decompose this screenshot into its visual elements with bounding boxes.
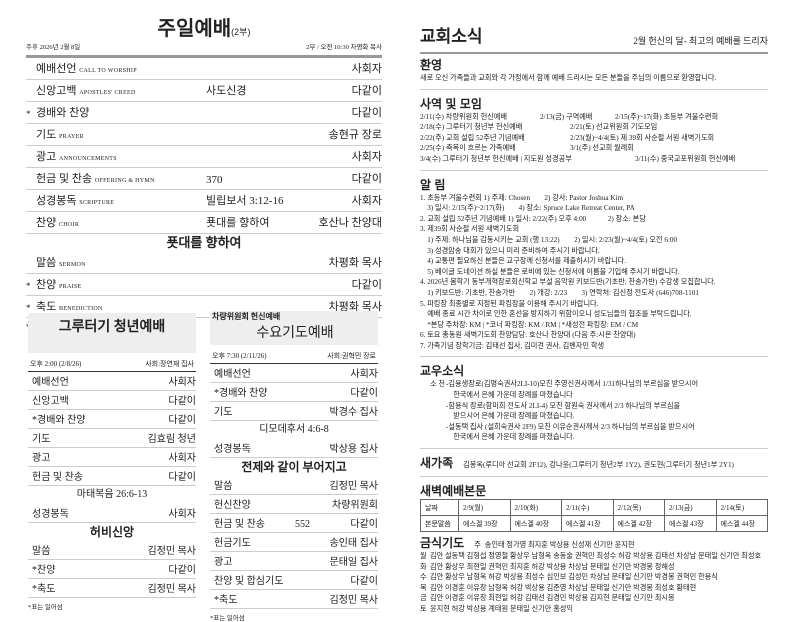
table-cell: 2/13(금) [664, 499, 717, 517]
order-item: 헌금 및 찬송 다같이 [28, 467, 196, 486]
notice-line: 2. 교회 설립 52주년 기념예배 1) 일시: 2/22(주) 오후 4:0… [420, 214, 646, 223]
table-cell: 2/12(목) [612, 499, 665, 517]
notice-line: 5. 파킹장 최종별로 지정된 파킹장을 이용해 주시기 바랍니다. [420, 299, 599, 308]
order-item: 예배선언 사회자 [210, 364, 378, 383]
notice-line: 1. 초등부 겨울수련회 1) 주제: Chosen 2) 강사: Pastor… [420, 193, 624, 202]
member-news-line: 받으시어 은혜 가운데 장례를 마쳤습니다. [446, 412, 575, 421]
order-item: 광고 사회자 [28, 448, 196, 467]
notice-line: 3) 성경암송 대회가 있으니 미리 준비하여 주시기 바랍니다. [420, 246, 600, 255]
order-item: 예배선언 CALL TO WORSHIP 사회자 [26, 58, 382, 80]
table-cell: 에스겔 44장 [715, 515, 768, 533]
table-cell: 2/9(월) [458, 499, 511, 517]
wednesday-title: 수요기도예배 [256, 326, 334, 341]
order-item: 기도 김효림 청년 [28, 429, 196, 448]
event-row: 3/4(수) 그루터기 청년부 헌신예배 | 지도원 성경공부 3/11(수) 중… [420, 154, 736, 163]
notice-line: 3) 일시: 2/15(주)~2/17(화) 4) 장소: Spruce Lak… [420, 204, 635, 213]
order-item: 말씀 김정민 목사 [28, 541, 196, 560]
order-item: 헌금 및 찬송 552 다같이 [210, 514, 378, 533]
member-news-line: -김용생장로(김명숙권사2LI-10)모친 주영신권사께서 1/31하나님의 부… [446, 380, 699, 389]
order-item: * 찬양 PRAISE 다같이 [26, 274, 382, 296]
fasting-row: 화 김안 황상우 최현일 권혁민 최지훈 허강 박상용 차상남 문태일 신기만 박… [420, 562, 675, 571]
notice-line: 5) 베이글 도네이션 하실 분들은 로비에 있는 신청서에 이름을 기입해 주… [420, 267, 680, 276]
fasting-row: 수 김안 황상우 남형옥 허강 박상용 최성수 심인보 김성민 차상남 문태일 신… [420, 573, 718, 582]
order-item: 찬양 및 합심기도 다같이 [210, 571, 378, 590]
event-row: 2/18(수) 그루터기 청년부 헌신예배 2/21(토) 선교위원회 기도모임 [420, 123, 658, 132]
event-row: 2/11(수) 차량위원회 헌신예배 2/13(금) 구역예배 2/15(주)~17… [420, 112, 719, 121]
event-row: 2/22(주) 교회 설립 52주년 기념예배 2/23(월)~4/4(토) 제 … [420, 133, 715, 142]
notice-line: 3. 제39회 사순절 서원 새벽기도회 [420, 225, 520, 234]
table-cell: 날짜 [420, 499, 459, 517]
page-title: 주일예배(2부) [157, 18, 251, 40]
fasting-row: 목 김안 이경훈 이유창 남형옥 허강 박상용 김준영 차상남 문태일 신기만 박… [420, 583, 697, 592]
order-item: 말씀 SERMON 차평화 목사 [26, 252, 382, 274]
fasting-row: 금 김안 이경훈 이유창 최현일 허강 김태선 김경민 박상용 김지현 문태일 신… [420, 594, 675, 603]
youth-worship: 그루터기 청년예배 오후 2:00 (2/8/26) 사회:장연재 집사 예배선언… [28, 313, 196, 611]
order-item: 헌금기도 송인태 집사 [210, 533, 378, 552]
table-cell: 에스겔 39장 [458, 515, 511, 533]
order-item: 신앙고백 APOSTLES' CREED 사도신경 다같이 [26, 80, 382, 102]
order-item: 예배선언 사회자 [28, 372, 196, 391]
table-cell: 2/10(화) [509, 499, 562, 517]
order-item: 광고 문태일 집사 [210, 552, 378, 571]
member-news-line: -함용식 장로(함미희 전도사 2LI-4) 모친 함원숙 권사께서 2/3 하… [446, 401, 681, 410]
news-title: 교회소식 [420, 27, 483, 46]
notice-line: 1) 키보드반: 기초반, 찬송가반 2) 개강: 2/23 3) 연락처: 김… [420, 288, 699, 297]
order-item: 헌신찬양 차량위원회 [210, 495, 378, 514]
order-item: 찬양 CHOIR 푯대를 향하여 호산나 찬양대 [26, 212, 382, 234]
member-news-line: -설동택 집사 (설희숙권사 2F9) 모친 이유순권사께서 2/3 하나님의 … [446, 422, 695, 431]
order-item: 말씀 김정민 목사 [210, 476, 378, 495]
order-item: * 축도 BENEDICTION 차평화 목사 [26, 296, 382, 318]
order-item: 신앙고백 다같이 [28, 391, 196, 410]
time-info: 2부 / 오전 10:30 차평화 목사 [306, 44, 382, 51]
fasting-row: 토 윤지현 허강 박상용 계태원 문태일 신기만 홍성익 [420, 605, 574, 613]
table-cell: 2/11(수) [561, 499, 614, 517]
order-item: *축도 김정민 목사 [28, 579, 196, 598]
notice-line: 예배 종료 시간 차이로 인한 혼선을 방지하기 위함이오니 성도님들의 협조를… [420, 310, 692, 319]
table-cell: 에스겔 42장 [612, 515, 665, 533]
member-news-line: 한국에서 은혜 가운데 장례를 마쳤습니다. [446, 433, 575, 442]
sermon-title: 푯대를 향하여 [166, 235, 242, 250]
date: 주후 2026년 2월 8일 [26, 44, 81, 51]
table-cell: 에스겔 41장 [561, 515, 614, 533]
table-cell: 본문말씀 [420, 515, 459, 533]
event-row: 2/25(수) 축복이 흐르는 가족예배 3/1(주) 선교회 월례회 [420, 144, 634, 153]
church-news: 교회소식 2월 헌신의 달- 최고의 예배를 드리자 환영 새로 오신 가족들과… [420, 22, 768, 615]
order-item: 성경봉독 SCRIPTURE 빌립보서 3:12-16 사회자 [26, 190, 382, 212]
order-item: 기도 박경수 집사 [210, 402, 378, 421]
youth-title: 그루터기 청년예배 [58, 320, 166, 335]
fasting-row: 월 김안 설동택 김형섭 정영철 황상우 남형옥 송동술 권혁민 최성수 허강 박… [420, 552, 762, 561]
notice-line: 6. 토요 총동원 새벽기도회 찬양담당: 호산나 찬양대 (다음 주:시온 찬… [420, 331, 636, 340]
notice-line: 4) 교통편 필요하신 분들은 교구장께 신청서를 제출하시기 바랍니다. [420, 257, 627, 266]
order-item: *축도 김정민 목사 [210, 590, 378, 609]
member-news-line: 한국에서 은혜 가운데 장례를 마쳤습니다 [446, 391, 573, 400]
wednesday-worship: 차량위원회 헌신예배 수요기도예배 오후 7:30 (2/11/26) 사회:권혁… [210, 311, 378, 622]
sunday-worship: 주일예배(2부) 주후 2026년 2월 8일 2부 / 오전 10:30 차평… [26, 12, 382, 332]
order-item: *경배와 찬양 다같이 [28, 410, 196, 429]
order-item: *찬양 다같이 [28, 560, 196, 579]
news-subtitle: 2월 헌신의 달- 최고의 예배를 드리자 [633, 36, 768, 46]
order-item: 헌금 및 찬송 OFFERING & HYMN 370 다같이 [26, 168, 382, 190]
notice-line: 7. 가족기념 장학기금: 김태선 집사, 김미견 권사, 김벤자민 학생 [420, 341, 605, 350]
table-cell: 에스겔 43장 [664, 515, 717, 533]
order-item: 광고 ANNOUNCEMENTS 사회자 [26, 146, 382, 168]
order-item: * 경배와 찬양 다같이 [26, 102, 382, 124]
notice-line: *본당 주차장: KM | *코너 파킹장: KM / RM | *새성전 파킹… [420, 320, 639, 329]
table-cell: 2/14(토) [715, 499, 768, 517]
table-cell: 에스겔 40장 [509, 515, 562, 533]
notice-line: 1) 주제: 하나님을 감동시키는 교회 (행 13:22) 2) 일시: 2/… [420, 235, 678, 244]
dawn-schedule-table: 날짜 2/9(월) 2/10(화) 2/11(수) 2/12(목) 2/13(금) 2/14… [420, 499, 768, 533]
order-item: *경배와 찬양 다같이 [210, 383, 378, 402]
order-item: 기도 PRAYER 송현규 장로 [26, 124, 382, 146]
notice-line: 4. 2026년 봄학기 동부개혁장로회신학교 부설 음악원 키보드반(기초반,… [420, 278, 716, 287]
